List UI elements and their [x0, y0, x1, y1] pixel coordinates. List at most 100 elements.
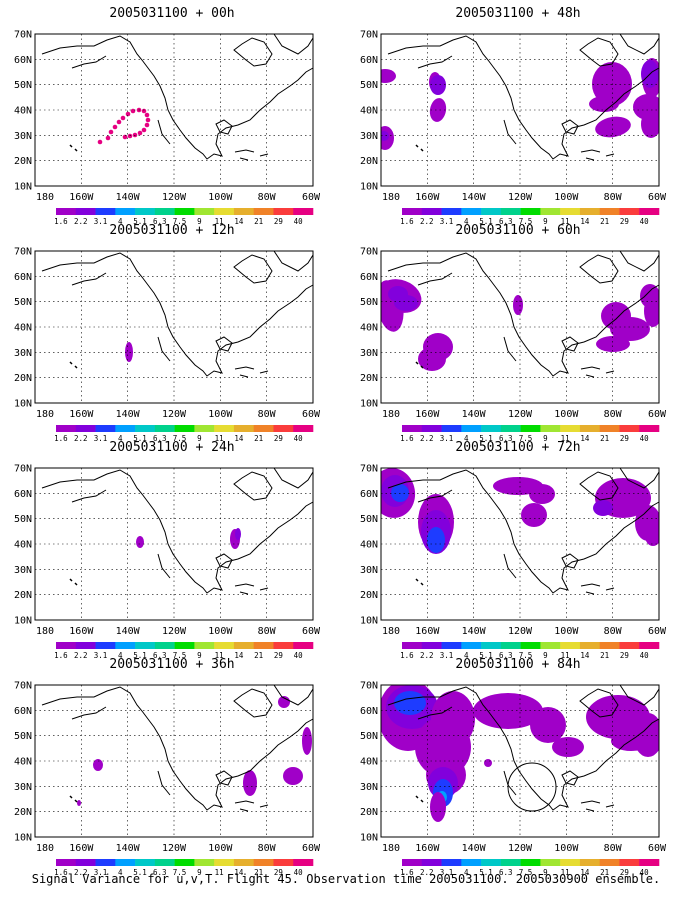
map-plot: 70N 60N 50N 40N 30N 20N 10N 180 160W 140W 120W 100W…	[14, 681, 321, 876]
colorbar-label: 21	[254, 434, 263, 441]
colorbar-swatch	[579, 642, 600, 649]
colorbar-label: 14	[234, 868, 244, 875]
colorbar-swatch	[402, 859, 423, 866]
colorbar-label: 1.6	[400, 217, 414, 224]
colorbar-swatch	[520, 642, 541, 649]
coastline	[387, 35, 660, 160]
figure-caption: Signal Variance for u,v,T. Flight 45. Ob…	[31, 872, 661, 886]
variance-plumes	[136, 528, 241, 549]
colorbar-label: 7.5	[519, 434, 533, 441]
colorbar-label: 9	[543, 217, 548, 224]
lon-tick-label: 100W	[208, 626, 233, 637]
colorbar-label: 14	[580, 434, 590, 441]
colorbar-swatch	[233, 208, 254, 215]
colorbar-label: 1.6	[400, 651, 414, 658]
colorbar-label: 4	[118, 868, 123, 875]
lon-tick-label: 100W	[208, 192, 233, 203]
colorbar-swatch	[253, 859, 274, 866]
hudson-bay	[233, 37, 273, 67]
lon-tick-label: 140W	[116, 843, 141, 854]
caribbean-islands	[234, 149, 269, 161]
colorbar-swatch	[174, 208, 195, 215]
colorbar-swatch	[421, 859, 442, 866]
colorbar-swatch	[135, 425, 156, 432]
colorbar-label: 40	[640, 434, 650, 441]
colorbar-swatch	[253, 425, 274, 432]
colorbar-swatch	[579, 208, 600, 215]
colorbar-swatch	[500, 859, 521, 866]
colorbar-label: 3.1	[94, 217, 108, 224]
lon-tick-label: 100W	[554, 626, 579, 637]
colorbar-swatch	[540, 642, 561, 649]
lon-tick-label: 80W	[604, 409, 623, 420]
map-frame	[380, 250, 660, 404]
flight-track-point	[130, 108, 136, 114]
variance-plume	[430, 792, 446, 822]
map-plot: 70N 60N 50N 40N 30N 20N 10N 180 160W 140W 120W 100W…	[360, 247, 667, 442]
variance-plumes	[381, 279, 659, 371]
flight-track-point	[132, 132, 138, 138]
lat-tick-label: 70N	[360, 464, 378, 475]
colorbar-swatch	[461, 859, 482, 866]
lat-tick-label: 30N	[360, 348, 378, 359]
colorbar-label: 11	[215, 651, 224, 658]
lat-tick-label: 20N	[360, 807, 378, 818]
lat-tick-label: 20N	[14, 590, 32, 601]
flight-track-point	[127, 133, 133, 139]
colorbar-label: 6.3	[153, 868, 167, 875]
lon-tick-label: 140W	[116, 409, 141, 420]
lon-tick-label: 180	[382, 409, 400, 420]
colorbar-label: 7.5	[519, 651, 533, 658]
colorbar-label: 11	[561, 651, 570, 658]
variance-plume	[484, 759, 492, 767]
variance-plume	[611, 731, 651, 751]
colorbar-label: 1.6	[400, 434, 414, 441]
panel-title: 2005031100 + 12h	[109, 223, 235, 238]
colorbar-swatch	[639, 208, 660, 215]
colorbar-swatch	[560, 425, 581, 432]
coastline	[215, 770, 233, 786]
variance-plume	[388, 286, 408, 302]
variance-plume	[77, 800, 81, 806]
lon-tick-label: 120W	[162, 843, 187, 854]
lon-tick-label: 60W	[648, 409, 667, 420]
lat-tick-label: 70N	[14, 247, 32, 258]
colorbar-swatch	[233, 859, 254, 866]
colorbar-label: 11	[215, 868, 224, 875]
colorbar-label: 29	[274, 217, 283, 224]
colorbar-label: 3.1	[440, 868, 454, 875]
labrador-coast	[619, 33, 660, 55]
coastline	[41, 35, 314, 160]
variance-plume	[431, 691, 475, 747]
colorbar-swatch	[619, 859, 640, 866]
map-panel-84h: 2005031100 + 84h 70N 60N 50N 40N 30N 20N 10N 18…	[348, 657, 688, 875]
variance-plume	[645, 526, 659, 546]
colorbar-label: 14	[580, 217, 590, 224]
caribbean-islands	[580, 800, 615, 812]
colorbar-swatch	[293, 642, 314, 649]
colorbar-swatch	[75, 859, 96, 866]
caribbean-islands	[580, 149, 615, 161]
colorbar-label: 4	[464, 651, 469, 658]
hudson-bay	[233, 254, 273, 284]
labrador-coast	[619, 250, 660, 272]
colorbar-swatch	[293, 859, 314, 866]
coastline	[41, 252, 314, 377]
colorbar-label: 4	[118, 651, 123, 658]
coastline	[387, 469, 660, 594]
colorbar-label: 2.2	[420, 868, 434, 875]
colorbar-label: 40	[294, 868, 304, 875]
lat-tick-label: 10N	[360, 616, 378, 627]
lat-tick-label: 50N	[360, 80, 378, 91]
lon-tick-label: 80W	[258, 192, 277, 203]
flight-track-point	[144, 122, 150, 128]
variance-plumes	[125, 342, 133, 362]
lat-tick-label: 40N	[360, 540, 378, 551]
colorbar-swatch	[194, 208, 215, 215]
colorbar-swatch	[115, 425, 136, 432]
colorbar-label: 3.1	[440, 217, 454, 224]
lon-tick-label: 80W	[258, 409, 277, 420]
colorbar-label: 21	[600, 217, 609, 224]
colorbar-swatch	[95, 859, 116, 866]
coastline	[561, 336, 579, 352]
